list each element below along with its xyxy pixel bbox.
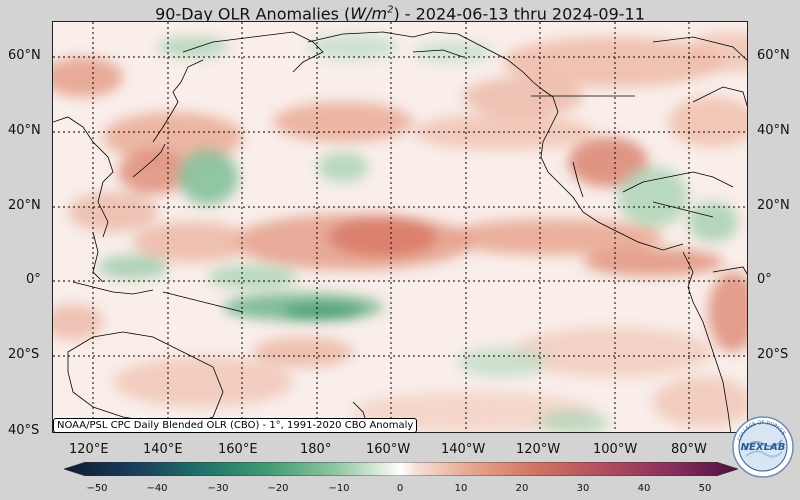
title-unit-base: W/m — [350, 4, 388, 24]
anomaly-field — [53, 32, 747, 432]
colorbar-tick-0: 0 — [396, 483, 404, 494]
lat-label-left-40s: 40°S — [8, 423, 40, 438]
colorbar — [64, 462, 738, 476]
map-svg — [53, 22, 747, 432]
colorbar-tick-minus20: −20 — [267, 483, 289, 494]
lat-label-left-20s: 20°S — [8, 347, 40, 362]
lon-label-80w: 80°W — [671, 442, 707, 457]
title-unit-exp: 2 — [387, 5, 394, 16]
lon-label-120e: 120°E — [69, 442, 109, 457]
colorbar-gradient — [64, 462, 738, 476]
title-suffix: ) - 2024-06-13 thru 2024-09-11 — [393, 4, 645, 24]
lat-label-left-40n: 40°N — [8, 123, 41, 138]
data-source-note: NOAA/PSL CPC Daily Blended OLR (CBO) - 1… — [53, 418, 418, 433]
colorbar-tick-30: 30 — [576, 483, 590, 494]
lon-label-120w: 120°W — [516, 442, 561, 457]
colorbar-tick-10: 10 — [454, 483, 468, 494]
figure-title: 90-Day OLR Anomalies (W/m2) - 2024-06-13… — [0, 0, 800, 25]
lat-label-right-20s: 20°S — [757, 347, 789, 362]
title-prefix: 90-Day OLR Anomalies ( — [155, 4, 351, 24]
title-unit: W/m2 — [350, 4, 393, 23]
colorbar-tick-minus30: −30 — [207, 483, 229, 494]
lat-label-left-20n: 20°N — [8, 198, 41, 213]
lat-label-right-60n: 60°N — [757, 48, 790, 63]
colorbar-tick-20: 20 — [515, 483, 529, 494]
map-panel — [52, 21, 748, 433]
colorbar-tick-minus10: −10 — [328, 483, 350, 494]
lon-label-160e: 160°E — [218, 442, 258, 457]
lon-label-140e: 140°E — [143, 442, 183, 457]
lon-label-180: 180° — [300, 442, 332, 457]
lat-label-right-0: 0° — [757, 272, 772, 287]
colorbar-tick-minus50: −50 — [86, 483, 108, 494]
colorbar-tick-40: 40 — [637, 483, 651, 494]
nexlab-logo: NEXLAB COLLEGE OF DUPAGE — [732, 416, 794, 478]
lat-label-left-0: 0° — [26, 272, 41, 287]
lat-label-right-40n: 40°N — [757, 123, 790, 138]
colorbar-tick-50: 50 — [698, 483, 712, 494]
colorbar-tick-minus40: −40 — [146, 483, 168, 494]
lat-label-right-20n: 20°N — [757, 198, 790, 213]
logo-text: NEXLAB — [741, 442, 786, 453]
lon-label-100w: 100°W — [593, 442, 638, 457]
lat-label-left-60n: 60°N — [8, 48, 41, 63]
lon-label-160w: 160°W — [366, 442, 411, 457]
lon-label-140w: 140°W — [441, 442, 486, 457]
graticule — [53, 22, 747, 432]
